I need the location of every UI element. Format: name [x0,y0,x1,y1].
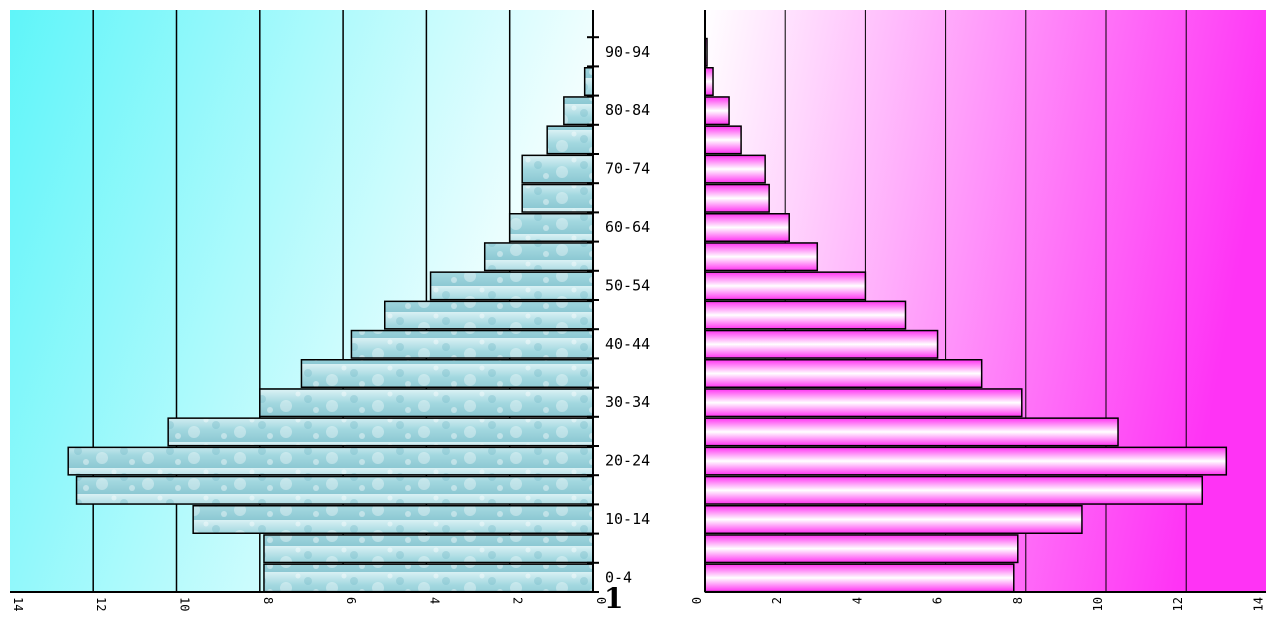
left-bar [167,417,594,447]
right-bar [704,388,1023,418]
right-bar [704,359,983,388]
left-bar [508,213,594,242]
left-bar [546,125,594,155]
left-bar [384,300,594,330]
x-tick-label: 4 [850,597,864,604]
right-bar [704,242,819,272]
age-group-label: 70-74 [605,160,650,178]
left-bar [350,329,594,359]
right-bar [704,329,939,359]
left-bars [67,67,594,593]
right-bar [704,563,1015,593]
right-bar [704,475,1203,505]
x-tick-label: 10 [1091,597,1105,611]
age-group-label: 10-14 [605,510,650,528]
right-bar [704,271,867,301]
left-bar [259,388,594,418]
x-tick-label: 6 [931,597,945,604]
x-tick-label: 8 [261,597,275,604]
age-group-label: 0-4 [605,568,632,586]
x-tick-label: 14 [11,597,25,611]
right-bar [704,183,770,213]
right-bar [704,446,1228,476]
right-bar [704,505,1083,534]
right-axis [704,10,1266,593]
x-tick-label: 8 [1011,597,1025,604]
left-bar [521,154,594,184]
right-bar [704,300,907,330]
right-bar [704,534,1019,564]
x-tick-label: 0 [594,597,608,604]
right-bar [704,154,766,184]
left-bar [263,563,594,593]
left-bar [67,446,594,476]
age-group-label: 40-44 [605,335,650,353]
left-bar [563,96,594,126]
left-axis [10,10,599,593]
x-tick-label: 6 [344,597,358,604]
age-group-label: 30-34 [605,393,650,411]
age-group-label: 50-54 [605,276,650,294]
age-group-label: 90-94 [605,43,650,61]
x-tick-label: 14 [1251,597,1265,611]
x-tick-label: 12 [1171,597,1185,611]
age-group-labels: 0-4 10-14 20-24 30-34 40-44 50-54 60-64 70-74 80… [605,43,650,587]
age-group-label: 20-24 [605,452,650,470]
left-bar [521,183,594,213]
left-bar [483,242,594,272]
right-bars [704,37,1228,593]
figure-number: 1 [604,582,623,615]
right-x-tick-labels: 0 2 4 6 8 10 12 14 [690,597,1265,611]
age-group-label: 60-64 [605,218,650,236]
left-bar [263,534,594,564]
x-tick-label: 2 [511,597,525,604]
right-bar [704,213,790,242]
left-bar [583,67,594,96]
left-bar [429,271,594,301]
left-bar [300,359,594,388]
right-bar [704,417,1119,447]
left-bar [192,505,594,534]
x-tick-label: 2 [770,597,784,604]
age-group-label: 80-84 [605,101,650,119]
x-tick-label: 4 [427,597,441,604]
right-bar [704,125,742,155]
x-tick-label: 10 [178,597,192,611]
left-bar [75,475,594,505]
right-bar [704,67,714,96]
right-bar [704,96,730,126]
x-tick-label: 0 [690,597,704,604]
x-tick-label: 12 [94,597,108,611]
left-x-tick-labels: 0 2 4 6 8 10 12 14 [11,597,608,611]
